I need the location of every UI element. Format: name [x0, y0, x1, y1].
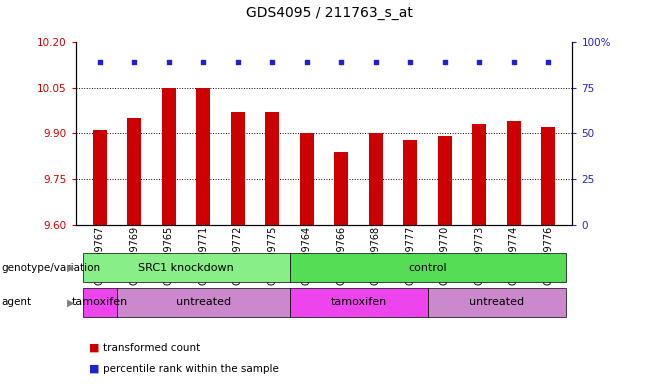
Point [440, 59, 450, 65]
Text: SRC1 knockdown: SRC1 knockdown [138, 263, 234, 273]
Bar [438, 136, 451, 225]
Bar [507, 121, 520, 225]
Point [474, 59, 484, 65]
Bar [265, 112, 279, 225]
Text: untreated: untreated [469, 297, 524, 308]
Bar [542, 127, 555, 225]
Bar [472, 124, 486, 225]
Bar [300, 133, 314, 225]
Text: percentile rank within the sample: percentile rank within the sample [103, 364, 279, 374]
Text: control: control [408, 263, 447, 273]
Point [95, 59, 105, 65]
Text: GDS4095 / 211763_s_at: GDS4095 / 211763_s_at [245, 6, 413, 20]
Bar [197, 88, 210, 225]
Point [164, 59, 174, 65]
Text: agent: agent [1, 297, 32, 308]
Point [336, 59, 347, 65]
Bar [231, 112, 245, 225]
Point [301, 59, 312, 65]
Bar [93, 131, 107, 225]
Bar [162, 88, 176, 225]
Point [232, 59, 243, 65]
Point [543, 59, 553, 65]
Point [267, 59, 278, 65]
Text: transformed count: transformed count [103, 343, 201, 353]
Bar [128, 118, 141, 225]
Bar [334, 152, 348, 225]
Point [370, 59, 381, 65]
Text: ▶: ▶ [67, 263, 75, 273]
Bar [369, 133, 383, 225]
Point [509, 59, 519, 65]
Point [129, 59, 139, 65]
Text: ■: ■ [89, 343, 99, 353]
Text: tamoxifen: tamoxifen [72, 297, 128, 308]
Text: genotype/variation: genotype/variation [1, 263, 101, 273]
Text: tamoxifen: tamoxifen [330, 297, 387, 308]
Text: ▶: ▶ [67, 297, 75, 308]
Point [405, 59, 416, 65]
Bar [403, 139, 417, 225]
Point [198, 59, 209, 65]
Text: untreated: untreated [176, 297, 231, 308]
Text: ■: ■ [89, 364, 99, 374]
